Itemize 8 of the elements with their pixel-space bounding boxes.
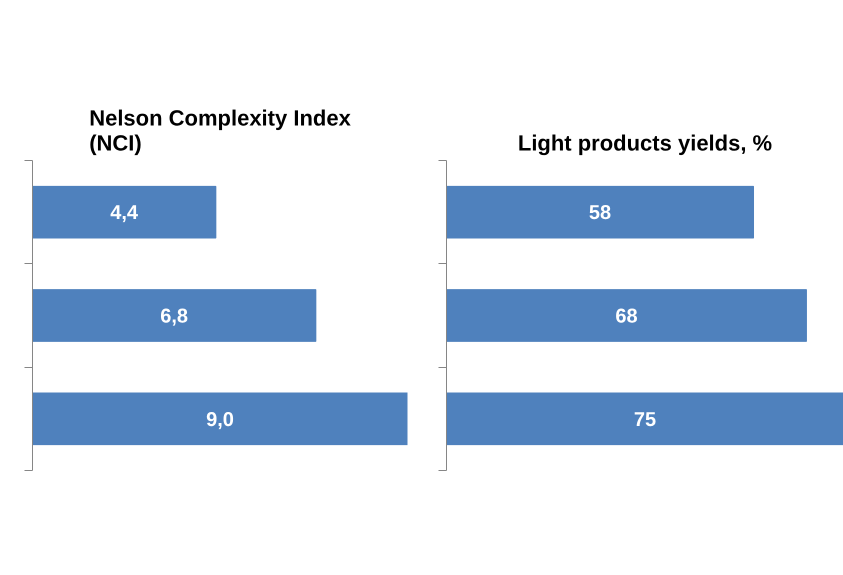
data-label: 9,0 bbox=[206, 408, 234, 431]
data-label: 75 bbox=[634, 408, 656, 431]
data-label: 68 bbox=[615, 306, 638, 328]
data-label: 4,4 bbox=[110, 202, 139, 224]
chart-title: Nelson Complexity Index (NCI) bbox=[89, 106, 352, 156]
data-label: 58 bbox=[588, 202, 612, 224]
data-label: 6,8 bbox=[160, 306, 188, 328]
chart-title: Light products yields, % bbox=[518, 130, 772, 156]
